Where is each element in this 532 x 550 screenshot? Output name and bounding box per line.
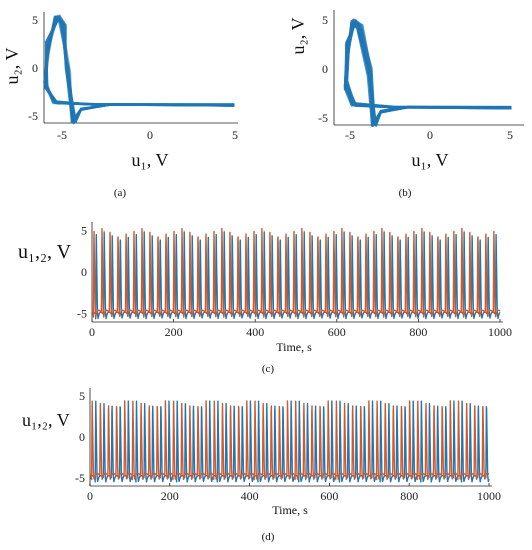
panel-d: 0 200 400 600 800 1000 50-5 Time, s u₁,₂, V (…	[22, 388, 501, 543]
panel-a-xlabel: u₁, V	[132, 150, 169, 170]
panel-a-xtick-2: 0	[147, 128, 153, 142]
panel-b-xlabel: u₁, V	[412, 150, 449, 170]
panel-b-caption: (b)	[399, 187, 412, 199]
panel-d-xtick-2: 200	[161, 489, 179, 503]
panel-c-xtick-5: 800	[409, 325, 427, 339]
panel-b-trajectory	[343, 18, 512, 127]
panel-d-caption: (d)	[262, 531, 275, 543]
panel-d-xtick-5: 800	[400, 489, 418, 503]
panel-b-ytick-1: 5	[322, 13, 328, 27]
panel-a: 5 0 -5 -5 0 5 u₁, V u₂, V (a)	[2, 12, 238, 199]
panel-a-xtick-3: 5	[232, 128, 238, 142]
panel-d-xtick-6: 1000	[477, 489, 501, 503]
panel-c-ytick-2: 0	[81, 265, 87, 279]
panel-c-xtick-3: 400	[246, 325, 264, 339]
panel-d-series-2	[89, 400, 490, 481]
panel-a-ytick-1: 5	[32, 13, 38, 27]
pa-orbit-14	[44, 16, 235, 123]
panel-d-time-series	[89, 400, 490, 483]
panel-a-ylabel: u₂, V	[2, 48, 22, 85]
panel-c-caption: (c)	[262, 363, 275, 375]
panel-c-x-ticks: 0 200 400 600 800 1000	[89, 319, 512, 339]
panel-c-xlabel: Time, s	[276, 340, 312, 354]
panel-a-ytick-3: -5	[28, 109, 38, 123]
panel-c-xtick-2: 200	[165, 325, 183, 339]
pa-orbit-9	[44, 16, 235, 124]
panel-d-xlabel: Time, s	[272, 503, 308, 517]
panel-d-y-ticks: 5 0 -5	[75, 389, 85, 485]
panel-c-xtick-6: 1000	[488, 325, 512, 339]
panel-b-xtick-2: 0	[427, 128, 433, 142]
panel-d-ytick-1: 5	[79, 389, 85, 403]
panel-d-xtick-4: 600	[320, 489, 338, 503]
pb-orbit-14	[345, 20, 512, 126]
panel-b-xtick-1: -5	[345, 128, 355, 142]
panel-c: 0 200 400 600 800 1000 50-5 Time, s u₁,₂, V (…	[18, 222, 512, 375]
panel-a-caption: (a)	[114, 187, 127, 199]
panel-c-ytick-3: -5	[77, 307, 87, 321]
panel-c-xtick-1: 0	[89, 325, 95, 339]
panel-d-ylabel: u₁,₂, V	[22, 410, 70, 430]
panel-c-ytick-1: 5	[81, 223, 87, 237]
panel-b: 5 0 -5 -5 0 5 u₁, V u₂, V (b)	[288, 10, 524, 199]
panel-b-ytick-2: 0	[322, 62, 328, 76]
panel-d-ytick-2: 0	[79, 430, 85, 444]
panel-c-series-2	[91, 227, 501, 318]
panel-d-x-ticks: 0 200 400 600 800 1000	[87, 483, 501, 503]
panel-a-ytick-2: 0	[32, 61, 38, 75]
panel-d-xtick-3: 400	[241, 489, 259, 503]
panel-d-xtick-1: 0	[87, 489, 93, 503]
panel-b-ytick-3: -5	[318, 111, 328, 125]
pb-orbit-13	[344, 21, 512, 127]
panel-b-xtick-3: 5	[507, 128, 513, 142]
panel-b-ylabel: u₂, V	[288, 18, 308, 55]
panel-d-ytick-3: -5	[75, 471, 85, 485]
panel-c-xtick-4: 600	[328, 325, 346, 339]
panel-c-ylabel: u₁,₂, V	[18, 241, 72, 263]
panel-c-series-1	[91, 231, 501, 320]
panel-c-y-ticks: 5 0 -5	[77, 223, 87, 320]
panel-a-xtick-1: -5	[57, 128, 67, 142]
panel-a-trajectory	[43, 14, 235, 125]
panel-c-time-series	[91, 227, 501, 320]
